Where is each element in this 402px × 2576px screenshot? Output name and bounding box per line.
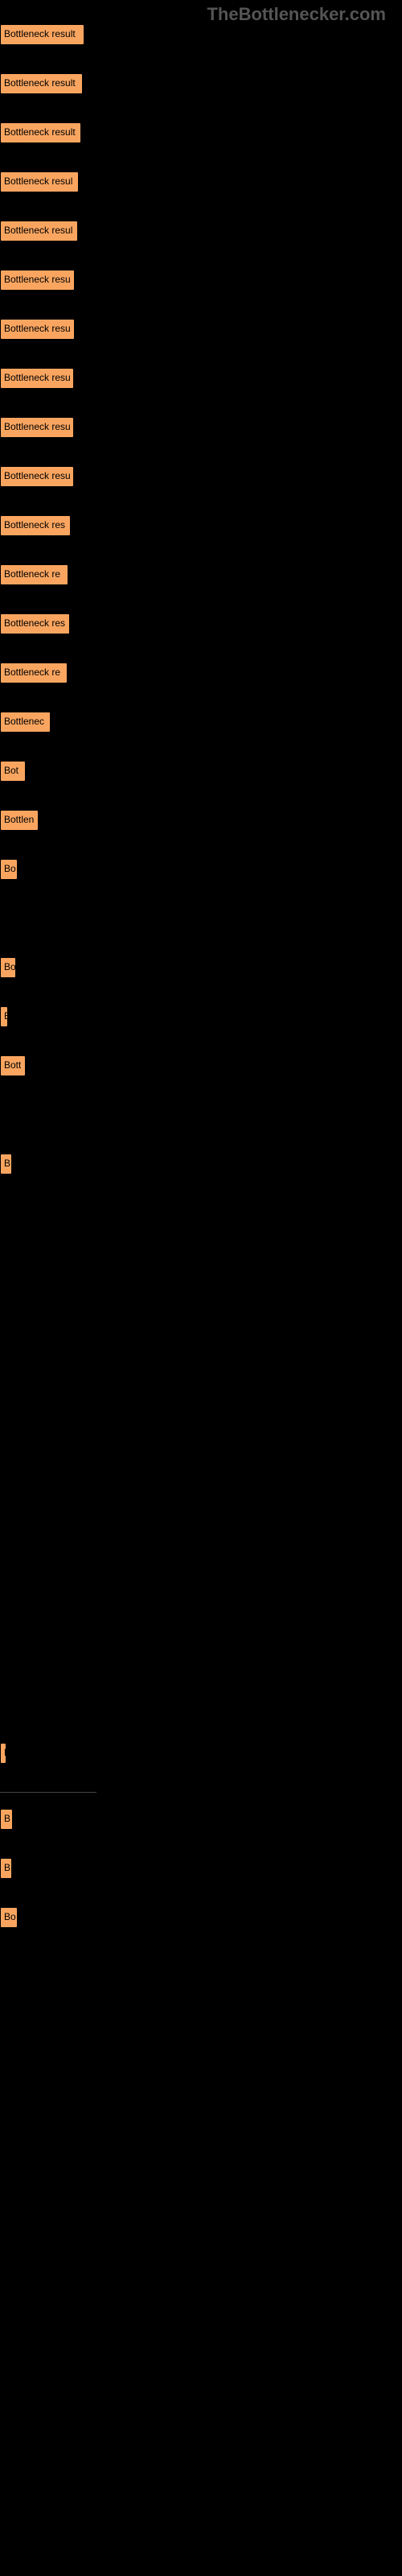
bar-row: Bottleneck resu <box>0 319 402 340</box>
bar-label: Bottleneck result <box>4 28 76 39</box>
divider-line <box>0 1792 96 1793</box>
chart-bar: Bo <box>0 859 18 880</box>
chart-bar: B <box>0 1154 12 1174</box>
chart-bar: Bo <box>0 1907 18 1928</box>
bar-row <box>0 1497 402 1518</box>
bar-row: Bo <box>0 859 402 880</box>
chart-bar: Bottleneck resu <box>0 270 75 291</box>
chart-bar: B <box>0 1809 13 1830</box>
bar-label: Bott <box>4 1059 21 1071</box>
bar-row: Bottleneck res <box>0 613 402 634</box>
bar-row <box>0 1252 402 1273</box>
bar-label: Bottleneck resu <box>4 274 71 285</box>
bar-label: Bot <box>4 765 18 776</box>
chart-bar: Bottleneck res <box>0 515 71 536</box>
bar-label: B <box>4 1813 10 1824</box>
bar-row: Bot <box>0 761 402 782</box>
bar-row <box>0 1350 402 1371</box>
bar-label: Bottlenec <box>4 716 44 727</box>
bar-label: Bottleneck resu <box>4 421 71 432</box>
bar-label: Bo <box>4 961 15 972</box>
chart-bar: Bottleneck resul <box>0 221 78 242</box>
bar-row <box>0 1546 402 1567</box>
bar-row: Bo <box>0 1907 402 1928</box>
bar-row <box>0 1448 402 1469</box>
chart-bar: Bot <box>0 761 26 782</box>
bar-label: Bottleneck resul <box>4 225 72 236</box>
chart-bar: Bottleneck resu <box>0 319 75 340</box>
bar-label: Bottleneck res <box>4 519 65 530</box>
bar-row <box>0 1645 402 1666</box>
bar-label: Bottlen <box>4 814 34 825</box>
chart-bar: B <box>0 1858 12 1879</box>
chart-bar: Bottlenec <box>0 712 51 733</box>
bar-label: Bottleneck resu <box>4 323 71 334</box>
chart-bar: Bottleneck res <box>0 613 70 634</box>
bar-row: Bottleneck resu <box>0 417 402 438</box>
bar-row: Bottlenec <box>0 712 402 733</box>
bar-row: B <box>0 1154 402 1174</box>
bar-row <box>0 908 402 929</box>
bar-label: Bottleneck result <box>4 77 76 89</box>
bar-label: B <box>4 1747 6 1758</box>
bar-label: Bottleneck resu <box>4 372 71 383</box>
bar-row: Bottleneck re <box>0 564 402 585</box>
bar-label: B <box>4 1862 10 1873</box>
bar-row: Bottlen <box>0 810 402 831</box>
bar-row: Bottleneck re <box>0 663 402 683</box>
chart-bar: Bo <box>0 957 16 978</box>
bar-row <box>0 1203 402 1224</box>
bar-row: B <box>0 1858 402 1879</box>
chart-bar: Bottleneck resu <box>0 368 74 389</box>
bar-row <box>0 1104 402 1125</box>
bar-row: Bottleneck resu <box>0 466 402 487</box>
bar-row: B <box>0 1006 402 1027</box>
chart-bar: Bottleneck resu <box>0 466 74 487</box>
bar-row <box>0 1596 402 1616</box>
chart-bar: Bottleneck result <box>0 73 83 94</box>
bar-row: Bottleneck result <box>0 73 402 94</box>
bar-row: B <box>0 1809 402 1830</box>
chart-bar: B <box>0 1743 6 1764</box>
bar-chart: Bottleneck result Bottleneck result Bottle… <box>0 0 402 1996</box>
bar-row: B <box>0 1743 402 1764</box>
bar-row <box>0 1301 402 1322</box>
bar-row: Bottleneck result <box>0 24 402 45</box>
bar-row: Bottleneck resu <box>0 368 402 389</box>
bar-label: B <box>4 1010 7 1022</box>
bar-label: Bottleneck re <box>4 667 60 678</box>
bar-row: Bottleneck resul <box>0 221 402 242</box>
bar-row: Bottleneck resul <box>0 171 402 192</box>
bar-row: Bottleneck res <box>0 515 402 536</box>
bar-label: Bo <box>4 1911 16 1922</box>
chart-bar: Bottleneck re <box>0 663 68 683</box>
chart-bar: Bottleneck result <box>0 122 81 143</box>
bar-label: Bottleneck resu <box>4 470 71 481</box>
chart-bar: Bottleneck re <box>0 564 68 585</box>
chart-bar: Bottlen <box>0 810 39 831</box>
chart-bar: B <box>0 1006 8 1027</box>
chart-bar: Bott <box>0 1055 26 1076</box>
bar-row: Bottleneck resu <box>0 270 402 291</box>
bar-label: Bottleneck result <box>4 126 76 138</box>
chart-bar: Bottleneck resu <box>0 417 74 438</box>
chart-bar: Bottleneck resul <box>0 171 79 192</box>
bar-row: Bott <box>0 1055 402 1076</box>
bar-label: Bo <box>4 863 16 874</box>
bar-row: Bo <box>0 957 402 978</box>
bar-label: Bottleneck re <box>4 568 60 580</box>
bar-row <box>0 1399 402 1420</box>
bar-label: Bottleneck resul <box>4 175 72 187</box>
bar-row <box>0 1694 402 1715</box>
bar-label: B <box>4 1158 10 1169</box>
bar-row: Bottleneck result <box>0 122 402 143</box>
bar-label: Bottleneck res <box>4 617 65 629</box>
chart-bar: Bottleneck result <box>0 24 84 45</box>
